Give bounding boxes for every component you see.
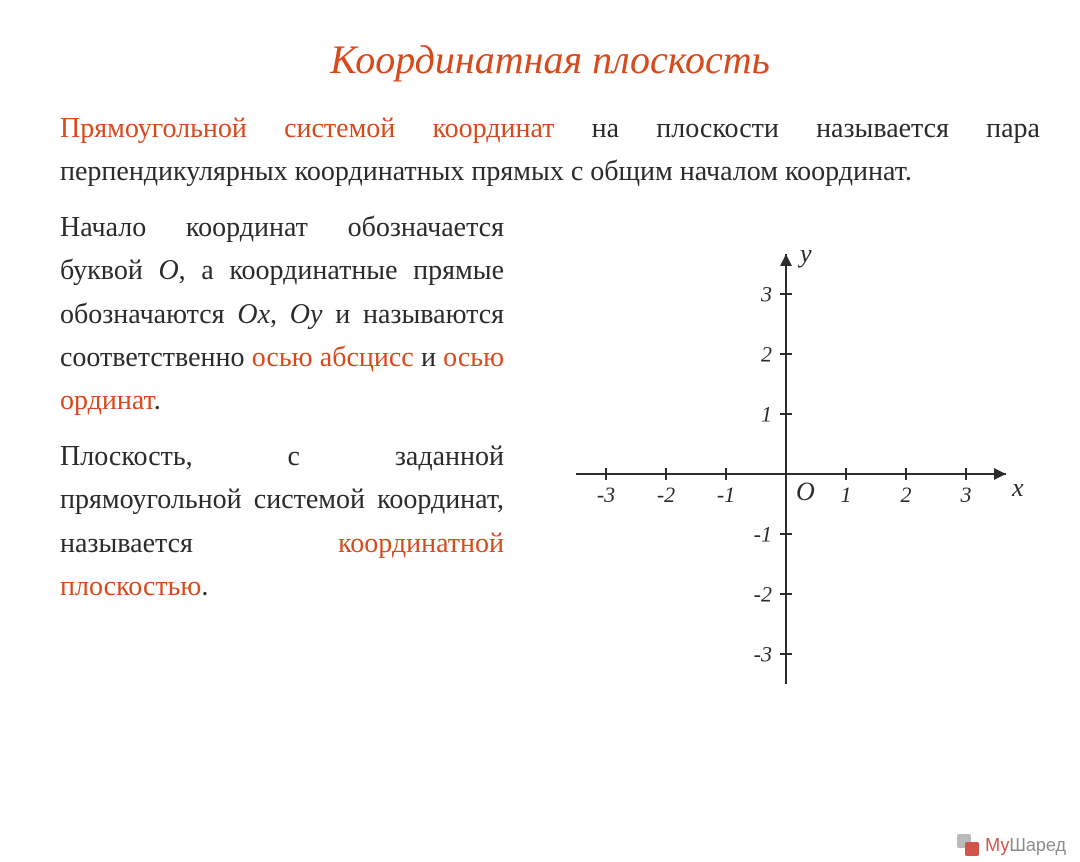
p2-e: , — [270, 299, 290, 330]
svg-text:-2: -2 — [657, 482, 675, 507]
svg-text:-1: -1 — [754, 521, 772, 546]
svg-text:y: y — [797, 239, 812, 268]
watermark-text: МуШаред — [985, 835, 1066, 856]
axes-svg: -3 -2 -1 1 2 3 -3 -2 -1 1 2 3 Ox y — [528, 206, 1048, 736]
svg-text:x: x — [1011, 473, 1024, 502]
watermark-icon — [957, 834, 979, 856]
svg-text:2: 2 — [761, 341, 772, 366]
svg-text:-3: -3 — [597, 482, 615, 507]
wm-shared: Шаред — [1009, 835, 1066, 855]
svg-text:-1: -1 — [717, 482, 735, 507]
p2-k: . — [154, 385, 161, 416]
svg-text:-2: -2 — [754, 581, 772, 606]
wm-my: Му — [985, 835, 1009, 855]
p3-c: . — [201, 571, 208, 602]
wm-icon-front — [965, 842, 979, 856]
svg-text:O: O — [796, 477, 815, 506]
origin-letter: О — [158, 255, 178, 286]
hl-abscissa: осью абсцисс — [252, 342, 414, 373]
paragraph-3: Плоскость, с заданной прямоугольной сист… — [60, 435, 504, 609]
axis-oy: Оу — [290, 299, 323, 330]
svg-text:3: 3 — [760, 281, 772, 306]
p2-i: и — [414, 342, 443, 373]
slide-title: Координатная плоскость — [60, 36, 1040, 83]
coordinate-plane-chart: -3 -2 -1 1 2 3 -3 -2 -1 1 2 3 Ox y — [528, 206, 1048, 736]
svg-text:1: 1 — [841, 482, 852, 507]
svg-text:2: 2 — [901, 482, 912, 507]
paragraph-2: Начало координат обозначается буквой О, … — [60, 206, 504, 423]
svg-text:-3: -3 — [754, 641, 772, 666]
paragraph-1: Прямоугольной системой координат на плос… — [60, 107, 1040, 194]
watermark: МуШаред — [957, 834, 1066, 856]
svg-text:1: 1 — [761, 401, 772, 426]
svg-text:3: 3 — [960, 482, 972, 507]
hl-rect-system: Прямоугольной системой координат — [60, 113, 554, 144]
axis-ox: Ох — [237, 299, 270, 330]
